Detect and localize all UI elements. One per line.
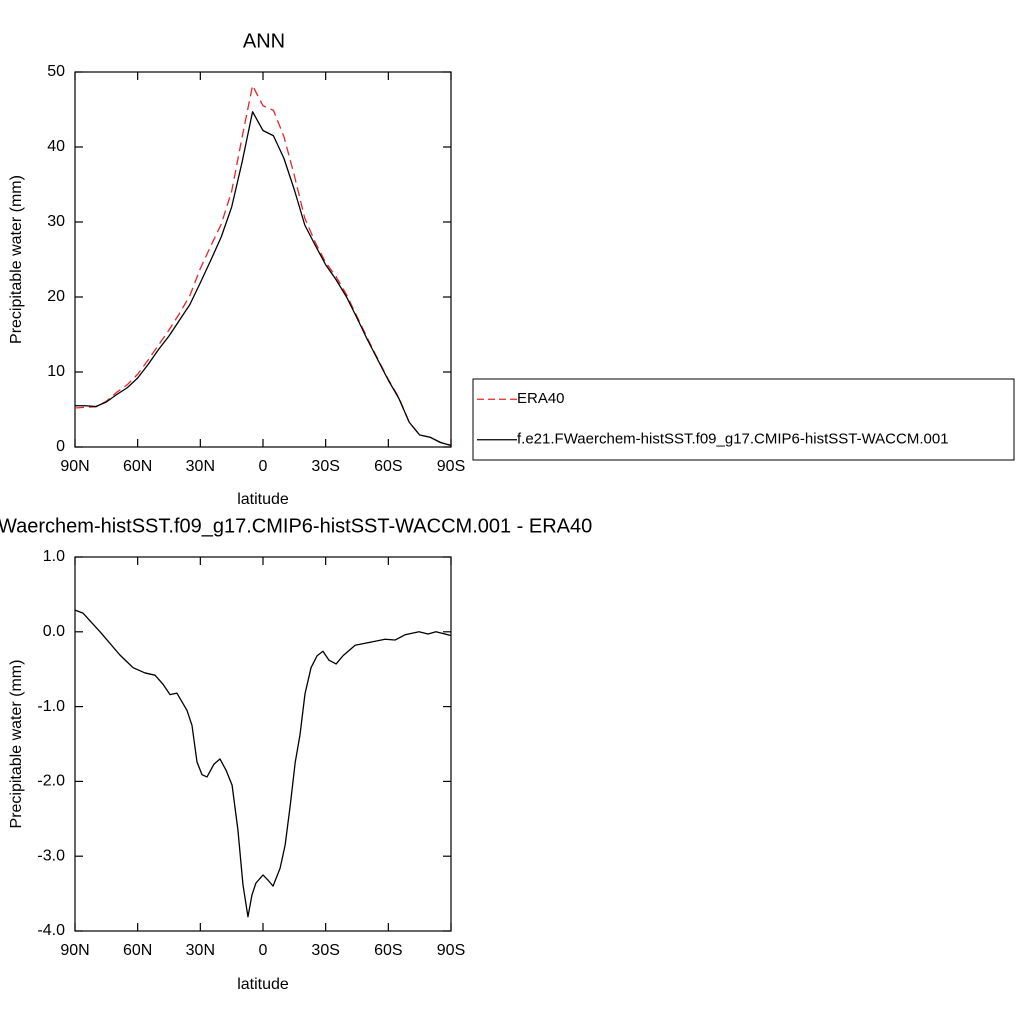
x-tick-label: 30S [311,458,339,475]
x-tick-label: 0 [259,942,268,959]
panel: 1.0 0.0 -1.0 -2.0 -3.0 -4.0 90N 60N 30N 0 30S 60S 90… [0,515,592,993]
y-tick-label: 50 [47,63,65,80]
y-tick-label: -4.0 [37,922,65,939]
x-tick-label: 90S [437,458,465,475]
panel: 0 10 20 30 40 50 90N 60N 30N 0 30S 60S 90S ANN latitud… [8,30,1015,508]
y-tick-label: 0 [56,438,65,455]
y-tick-label: 1.0 [43,548,65,565]
y-tick-label: 30 [47,213,65,230]
chart-title: ANN [243,30,285,52]
legend-label: ERA40 [517,390,565,407]
legend-label: f.e21.FWaerchem-histSST.f09_g17.CMIP6-hi… [517,431,949,448]
x-tick-label: 60N [123,942,152,959]
x-tick-label: 60N [123,458,152,475]
y-tick-label: 40 [47,138,65,155]
x-tick-label: 30N [186,942,215,959]
y-tick-label: -2.0 [37,773,65,790]
data-line [74,609,452,918]
y-axis-label: Precipitable water (mm) [8,175,25,344]
y-tick-label: -3.0 [37,847,65,864]
x-tick-label: 90N [60,942,89,959]
chart-title: f.e21.FWaerchem-histSST.f09_g17.CMIP6-hi… [0,515,592,537]
legend-box [472,378,1015,461]
x-tick-label: 90S [437,942,465,959]
x-tick-label: 90N [60,458,89,475]
x-tick-label: 30S [311,942,339,959]
x-axis-label: latitude [237,491,289,508]
y-tick-label: -1.0 [37,698,65,715]
data-line [75,111,452,447]
y-tick-label: 10 [47,363,65,380]
x-tick-label: 0 [259,458,268,475]
x-tick-label: 60S [374,942,402,959]
x-axis-label: latitude [237,976,289,993]
y-tick-label: 20 [47,288,65,305]
x-tick-label: 30N [186,458,215,475]
y-axis-label: Precipitable water (mm) [8,660,25,829]
y-tick-label: 0.0 [43,623,65,640]
x-tick-label: 60S [374,458,402,475]
